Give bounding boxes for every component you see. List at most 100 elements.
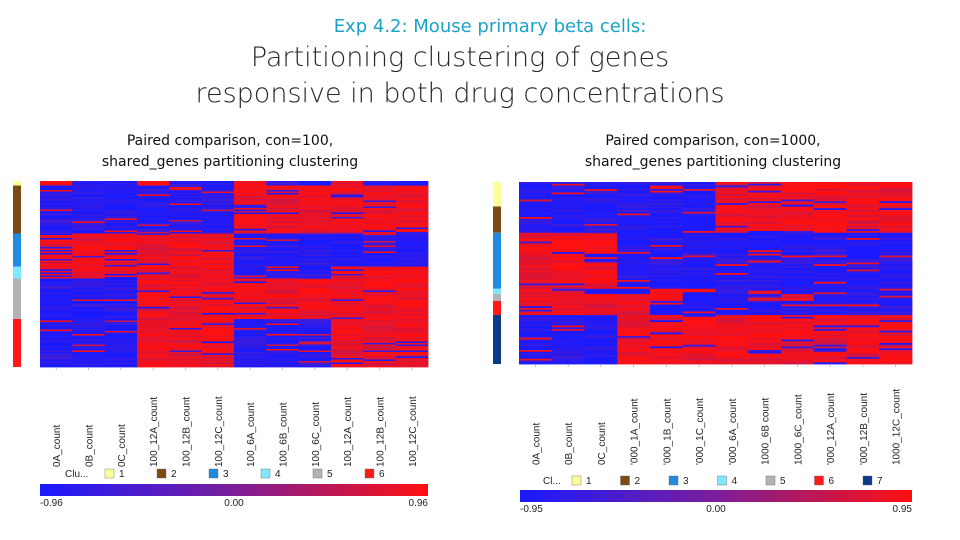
heatmap-cell xyxy=(519,343,553,346)
column-tick-label: 0C_count xyxy=(597,422,608,465)
heatmap-cell xyxy=(551,322,585,325)
heatmap-cell xyxy=(650,232,684,235)
heatmap-cell xyxy=(650,206,684,209)
heatmap-cell xyxy=(363,256,397,258)
heatmap-cell xyxy=(331,254,364,257)
heatmap-cell xyxy=(650,260,684,263)
heatmap-cell xyxy=(331,208,364,210)
heatmap-cell xyxy=(72,266,106,269)
heatmap-cell xyxy=(104,187,138,189)
heatmap-cell xyxy=(879,287,913,290)
heatmap-cell xyxy=(813,182,847,185)
heatmap-cell xyxy=(201,190,235,192)
heatmap-cell xyxy=(201,356,235,359)
heatmap-cell xyxy=(40,184,73,186)
heatmap-cell xyxy=(748,227,782,230)
heatmap-cell xyxy=(72,257,106,260)
heatmap-cell xyxy=(363,298,397,300)
heatmap-cell xyxy=(234,272,267,275)
heatmap-cell xyxy=(682,308,716,311)
heatmap-cell xyxy=(781,357,815,360)
heatmap-cell xyxy=(363,313,397,315)
heatmap-cell xyxy=(363,359,397,362)
heatmap-cell xyxy=(266,191,300,194)
heatmap-cell xyxy=(395,269,429,272)
heatmap-cell xyxy=(781,346,815,349)
heatmap-cell xyxy=(331,232,364,234)
cluster-strip-segment xyxy=(493,288,501,294)
heatmap-cell xyxy=(40,341,73,344)
heatmap-cell xyxy=(298,350,332,353)
heatmap-cell xyxy=(234,185,267,188)
heatmap-cell xyxy=(169,185,203,188)
heatmap-cell xyxy=(169,260,203,263)
heatmap-cell xyxy=(266,332,300,335)
heatmap-cell xyxy=(40,295,73,297)
heatmap-cell xyxy=(201,359,235,362)
heatmap-cell xyxy=(584,257,618,260)
heatmap-cell xyxy=(169,289,203,291)
heatmap-cell xyxy=(395,223,429,225)
heatmap-cell xyxy=(331,334,364,336)
heatmap-cell xyxy=(395,296,429,299)
heatmap-cell xyxy=(846,308,880,311)
heatmap-cell xyxy=(40,289,73,291)
heatmap-cell xyxy=(813,255,847,258)
heatmap-cell xyxy=(748,332,782,335)
heatmap-cell xyxy=(519,360,553,363)
heatmap-cell xyxy=(266,335,300,338)
heatmap-cell xyxy=(331,185,364,188)
heatmap-cell xyxy=(813,330,847,333)
heatmap-cell xyxy=(363,356,397,359)
heatmap-cell xyxy=(617,327,651,330)
heatmap-cell xyxy=(519,355,553,358)
heatmap-cell xyxy=(104,322,138,324)
cluster-strip-segment xyxy=(13,233,21,267)
heatmap-cell xyxy=(748,239,782,242)
heatmap-cell xyxy=(879,343,913,346)
heatmap-cell xyxy=(363,343,397,345)
heatmap-cell xyxy=(846,201,880,204)
heatmap-cell xyxy=(234,182,267,185)
heatmap-cell xyxy=(519,190,553,193)
heatmap-cell xyxy=(72,188,106,191)
heatmap-cell xyxy=(169,232,203,234)
heatmap-cell xyxy=(617,334,651,337)
heatmap-cell xyxy=(137,281,170,284)
heatmap-cell xyxy=(72,302,106,305)
heatmap-cell xyxy=(72,190,106,192)
heatmap-cell xyxy=(682,278,716,281)
heatmap-cell xyxy=(650,234,684,237)
heatmap-cell xyxy=(169,200,203,203)
heatmap-cell xyxy=(879,201,913,204)
heatmap-cell xyxy=(551,257,585,260)
heatmap-cell xyxy=(781,190,815,193)
heatmap-cell xyxy=(748,339,782,342)
heatmap-cell xyxy=(748,185,782,188)
heatmap-cell xyxy=(715,308,749,311)
heatmap-cell xyxy=(551,336,585,339)
heatmap-cell xyxy=(104,316,138,318)
heatmap-cell xyxy=(104,355,138,357)
heatmap-cell xyxy=(519,278,553,281)
heatmap-cell xyxy=(169,244,203,246)
heatmap-cell xyxy=(879,206,913,209)
heatmap-cell xyxy=(72,343,106,345)
heatmap-cell xyxy=(363,301,397,303)
heatmap-cell xyxy=(266,187,300,189)
heatmap-cell xyxy=(617,278,651,281)
heatmap-cell xyxy=(813,280,847,283)
heatmap-cell xyxy=(650,185,684,188)
heatmap-cell xyxy=(519,225,553,228)
heatmap-cell xyxy=(201,215,235,218)
heatmap-cell xyxy=(682,257,716,260)
heatmap-cell xyxy=(363,188,397,191)
heatmap-cell xyxy=(846,357,880,360)
heatmap-cell xyxy=(234,212,267,215)
left-subtitle-line-1: Paired comparison, con=100, xyxy=(126,133,334,149)
heatmap-cell xyxy=(298,304,332,306)
heatmap-cell xyxy=(650,316,684,319)
heatmap-cell xyxy=(715,344,749,347)
heatmap-cell xyxy=(682,304,716,307)
heatmap-cell xyxy=(395,235,429,237)
